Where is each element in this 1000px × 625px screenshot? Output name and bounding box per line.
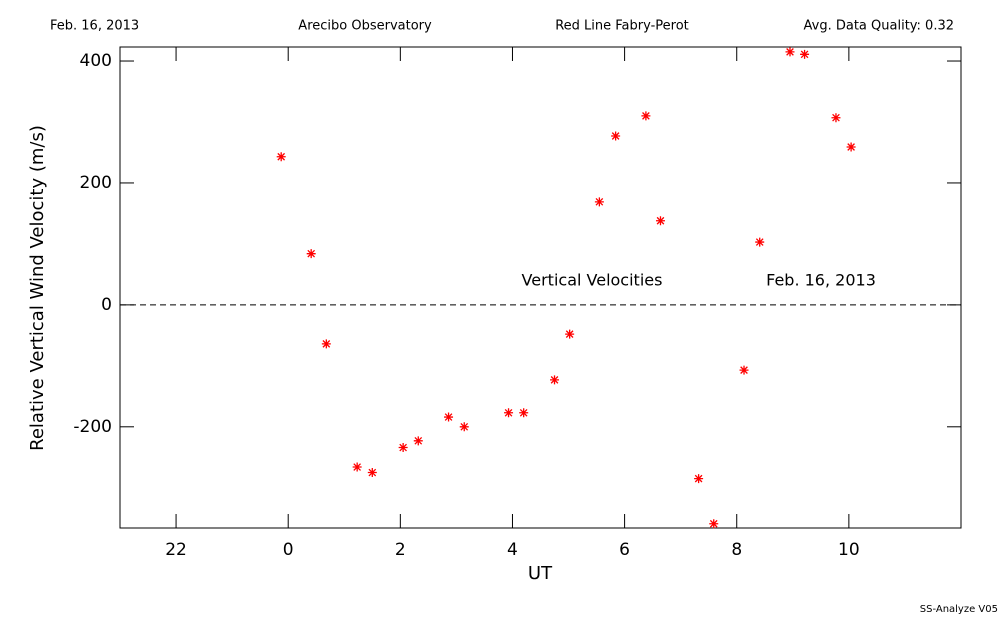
point [444,412,454,422]
point [831,113,841,123]
x-tick-label: 22 [165,540,187,560]
point [321,339,331,349]
point [755,237,765,247]
x-tick-label: 2 [395,540,406,560]
point [398,443,408,453]
point [550,375,560,385]
y-tick-label: 200 [80,173,112,193]
point [352,462,362,472]
header-observatory: Arecibo Observatory [298,19,432,34]
x-tick-label: 0 [283,540,294,560]
point [459,422,469,432]
x-axis-label: UT [528,563,553,584]
x-tick-label: 6 [619,540,630,560]
plot-frame [119,46,962,529]
point [594,197,604,207]
point [846,142,856,152]
point [611,131,621,141]
y-axis-label: Relative Vertical Wind Velocity (m/s) [27,125,48,451]
point [641,111,651,121]
point [655,216,665,226]
point [785,47,795,57]
annotation: Feb. 16, 2013 [766,271,876,290]
header-date: Feb. 16, 2013 [50,19,139,34]
x-tick-label: 4 [507,540,518,560]
point [694,474,704,484]
point [276,152,286,162]
x-tick-label: 8 [731,540,742,560]
x-tick-label: 10 [838,540,860,560]
y-tick-label: -200 [73,417,112,437]
header-instrument: Red Line Fabry-Perot [555,19,689,34]
point [306,249,316,259]
y-tick-label: 0 [101,295,112,315]
point [413,436,423,446]
point [504,408,514,418]
point [367,468,377,478]
point [709,519,719,529]
annotation: Vertical Velocities [522,271,663,290]
footer: SS-Analyze V05 [920,604,998,615]
point [739,365,749,375]
point [800,49,810,59]
point [519,408,529,418]
header-quality: Avg. Data Quality: 0.32 [804,19,954,34]
y-tick-label: 400 [80,51,112,71]
point [565,329,575,339]
